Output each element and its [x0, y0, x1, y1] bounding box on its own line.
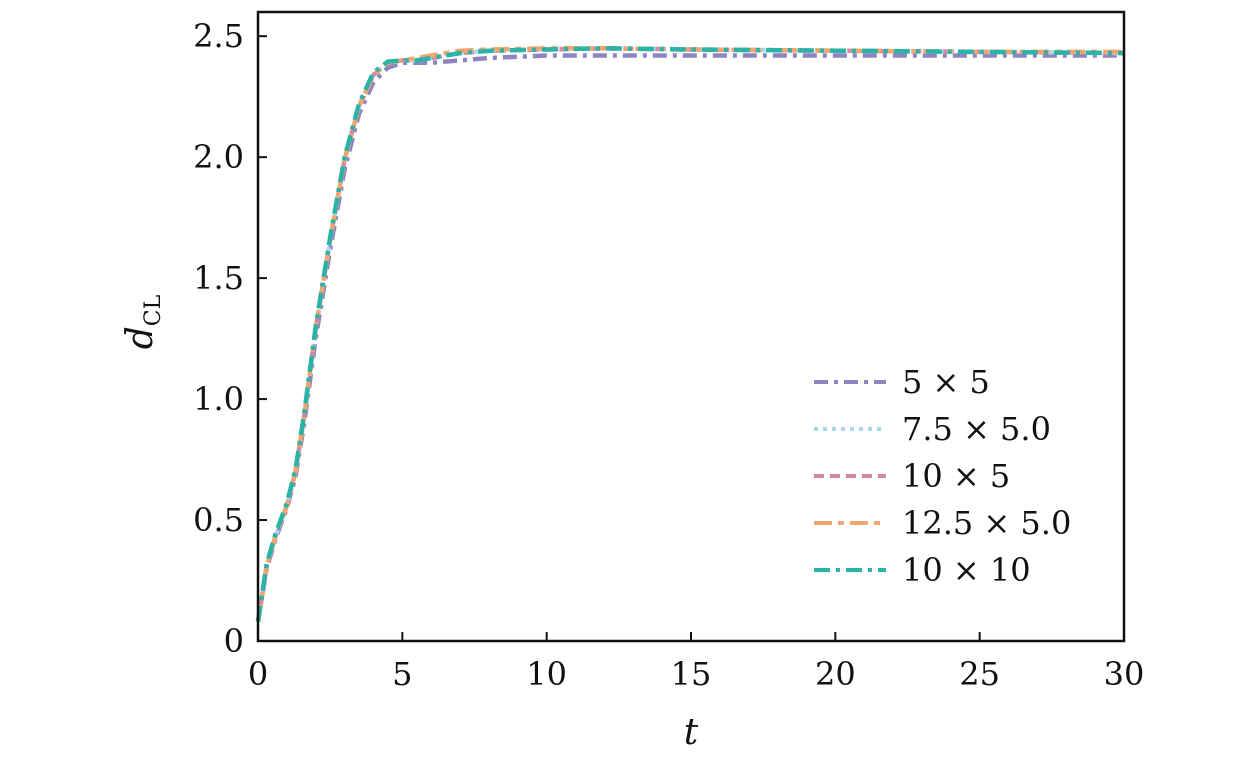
x-tick-label: 0: [248, 655, 268, 693]
series-line-1: [255, 53, 1124, 622]
y-axis-label-main: d: [120, 326, 161, 349]
y-tick-label: 0: [224, 622, 244, 660]
y-tick-label: 0.5: [193, 501, 244, 539]
x-tick-label: 5: [392, 655, 412, 693]
x-tick-label: 25: [959, 655, 1000, 693]
x-axis-label: t: [684, 712, 699, 753]
y-tick-label: 2.5: [193, 17, 244, 55]
legend-label-3: 10 × 5: [902, 457, 1010, 495]
y-tick-label: 1.0: [193, 380, 244, 418]
x-tick-label: 15: [671, 655, 712, 693]
y-tick-label: 2.0: [193, 138, 244, 176]
legend-label-2: 7.5 × 5.0: [902, 410, 1051, 448]
y-axis-label: dCL: [120, 294, 166, 349]
legend-label-5: 10 × 10: [902, 551, 1031, 589]
x-tick-label: 20: [815, 655, 856, 693]
x-tick-label: 10: [526, 655, 567, 693]
legend: 5 × 5 7.5 × 5.0 10 × 5 12.5 × 5.0 10 × 10: [814, 363, 1071, 589]
ticks-layer: 0 5 10 15 20 25 30 0 0.5 1.0 1.5 2.0 2.5: [193, 17, 1144, 693]
legend-label-4: 12.5 × 5.0: [902, 504, 1071, 542]
y-tick-label: 1.5: [193, 259, 244, 297]
y-axis-label-sub: CL: [141, 294, 166, 326]
series-layer: [255, 46, 1125, 622]
legend-label-1: 5 × 5: [902, 363, 990, 401]
x-tick-label: 30: [1104, 655, 1145, 693]
series-line-5: [255, 46, 1125, 622]
plot-frame: [256, 10, 1126, 643]
